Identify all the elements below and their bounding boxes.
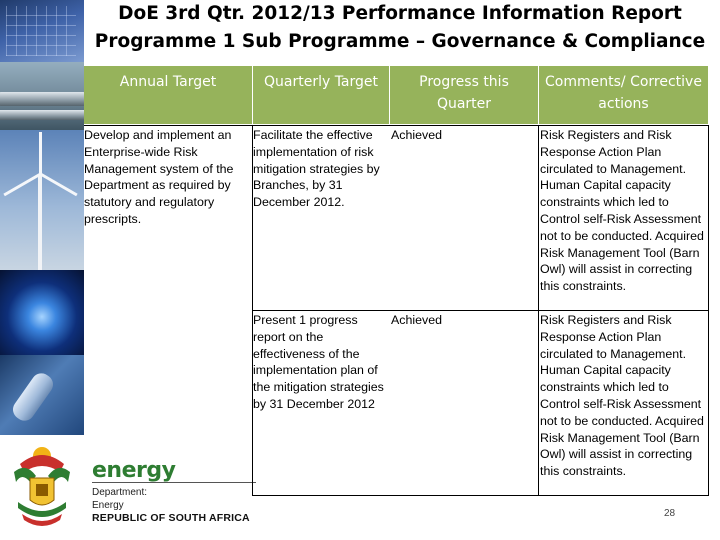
page-title: DoE 3rd Qtr. 2012/13 Performance Informa…: [80, 0, 720, 56]
department-name: Energy: [92, 500, 124, 511]
quarterly-target-cell: Present 1 progress report on the effecti…: [253, 313, 384, 411]
annual-target-cell: Develop and implement an Enterprise-wide…: [84, 128, 234, 226]
title-line-1: DoE 3rd Qtr. 2012/13 Performance Informa…: [118, 3, 682, 24]
progress-cell: Achieved: [391, 313, 442, 327]
page-number: 28: [664, 508, 676, 519]
department-label: Department:: [92, 487, 148, 498]
logo-divider: [92, 482, 256, 483]
pipeline-icon: [0, 62, 84, 130]
table-top-rule: [84, 125, 708, 126]
header-quarterly-target: Quarterly Target: [253, 66, 389, 124]
column-divider: [252, 125, 253, 496]
column-divider: [708, 125, 709, 496]
header-progress: Progress this Quarter: [390, 66, 538, 124]
table-bottom-rule: [252, 495, 708, 496]
country-name: REPUBLIC OF SOUTH AFRICA: [92, 512, 250, 524]
quarterly-target-cell: Facilitate the effective implementation …: [253, 128, 380, 210]
progress-cell: Achieved: [391, 128, 442, 142]
gas-flame-icon: [0, 270, 84, 355]
comments-cell: Risk Registers and Risk Response Action …: [540, 128, 704, 294]
solar-panel-icon: [0, 0, 84, 62]
header-comments: Comments/ Corrective actions: [539, 66, 708, 124]
row-divider: [252, 310, 708, 311]
energy-brand: energy: [92, 458, 176, 483]
energy-photo-strip: [0, 0, 84, 540]
column-divider: [538, 125, 539, 496]
light-bulb-icon: [0, 355, 84, 435]
header-annual-target: Annual Target: [84, 66, 252, 124]
comments-cell: Risk Registers and Risk Response Action …: [540, 313, 704, 479]
title-line-2: Programme 1 Sub Programme – Governance &…: [94, 31, 706, 52]
coat-of-arms-icon: [14, 447, 70, 526]
wind-turbine-icon: [0, 130, 84, 270]
